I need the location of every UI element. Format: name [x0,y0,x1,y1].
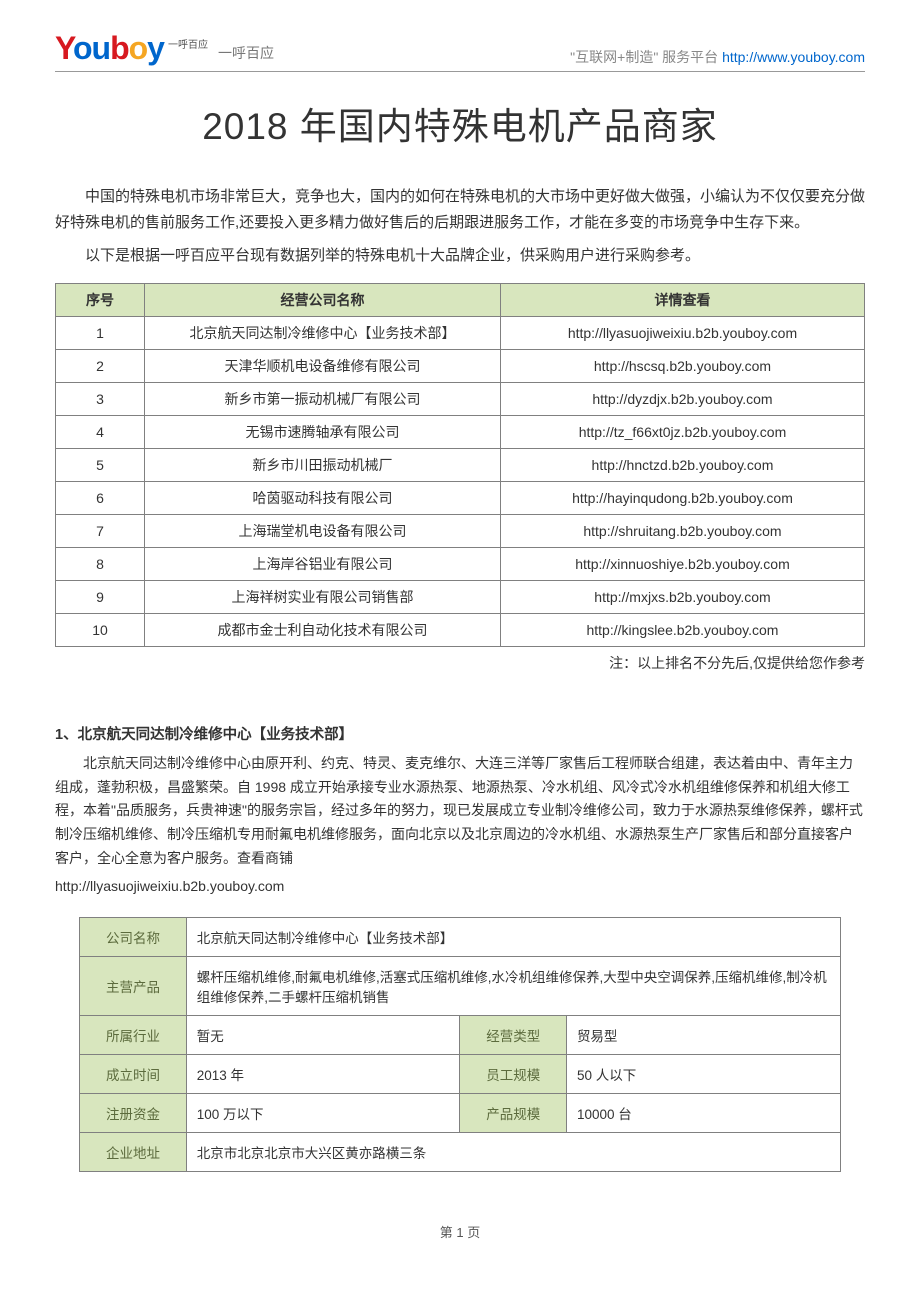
header-slogan: "互联网+制造" 服务平台 [570,49,722,65]
logo-text: Youboy [55,30,164,67]
cell-num: 9 [56,580,145,613]
col-header-name: 经营公司名称 [144,283,500,316]
cell-num: 3 [56,382,145,415]
col-header-num: 序号 [56,283,145,316]
company-1-heading: 1、北京航天同达制冷维修中心【业务技术部】 [55,723,865,744]
value-biztype: 贸易型 [566,1015,840,1054]
label-prodscale: 产品规模 [460,1093,566,1132]
label-name: 公司名称 [80,917,186,956]
logo-superscript: 一呼百应 [168,41,208,51]
cell-url[interactable]: http://hayinqudong.b2b.youboy.com [500,481,864,514]
label-founded: 成立时间 [80,1054,186,1093]
page-title: 2018 年国内特殊电机产品商家 [55,96,865,150]
table-row: 企业地址 北京市北京北京市大兴区黄亦路横三条 [80,1132,840,1171]
value-products: 螺杆压缩机维修,耐氟电机维修,活塞式压缩机维修,水冷机组维修保养,大型中央空调保… [186,956,840,1015]
logo-tagline: 一呼百应 [218,43,274,67]
intro-paragraph-1: 中国的特殊电机市场非常巨大，竞争也大，国内的如何在特殊电机的大市场中更好做大做强… [55,184,865,237]
company-1-detail-table: 公司名称 北京航天同达制冷维修中心【业务技术部】 主营产品 螺杆压缩机维修,耐氟… [79,917,840,1172]
table-row: 7上海瑞堂机电设备有限公司http://shruitang.b2b.youboy… [56,514,865,547]
table-row: 3新乡市第一振动机械厂有限公司http://dyzdjx.b2b.youboy.… [56,382,865,415]
cell-num: 1 [56,316,145,349]
header-right: "互联网+制造" 服务平台 http://www.youboy.com [570,47,865,67]
cell-name: 无锡市速腾轴承有限公司 [144,415,500,448]
cell-url[interactable]: http://hnctzd.b2b.youboy.com [500,448,864,481]
table-row: 2天津华顺机电设备维修有限公司http://hscsq.b2b.youboy.c… [56,349,865,382]
label-capital: 注册资金 [80,1093,186,1132]
ranking-table: 序号 经营公司名称 详情查看 1北京航天同达制冷维修中心【业务技术部】http:… [55,283,865,647]
table-row: 1北京航天同达制冷维修中心【业务技术部】http://llyasuojiweix… [56,316,865,349]
label-staff: 员工规模 [460,1054,566,1093]
ranking-note: 注：以上排名不分先后,仅提供给您作参考 [55,653,865,673]
cell-num: 4 [56,415,145,448]
cell-name: 哈茵驱动科技有限公司 [144,481,500,514]
table-row: 6哈茵驱动科技有限公司http://hayinqudong.b2b.youboy… [56,481,865,514]
header-url[interactable]: http://www.youboy.com [722,49,865,65]
table-row: 成立时间 2013 年 员工规模 50 人以下 [80,1054,840,1093]
table-row: 10成都市金士利自动化技术有限公司http://kingslee.b2b.you… [56,613,865,646]
cell-name: 成都市金士利自动化技术有限公司 [144,613,500,646]
table-row: 5新乡市川田振动机械厂http://hnctzd.b2b.youboy.com [56,448,865,481]
intro-paragraph-2: 以下是根据一呼百应平台现有数据列举的特殊电机十大品牌企业，供采购用户进行采购参考… [55,243,865,269]
table-header-row: 序号 经营公司名称 详情查看 [56,283,865,316]
table-row: 公司名称 北京航天同达制冷维修中心【业务技术部】 [80,917,840,956]
label-address: 企业地址 [80,1132,186,1171]
cell-name: 上海瑞堂机电设备有限公司 [144,514,500,547]
page-footer: 第 1 页 [55,1222,865,1241]
cell-name: 新乡市川田振动机械厂 [144,448,500,481]
cell-num: 6 [56,481,145,514]
table-row: 主营产品 螺杆压缩机维修,耐氟电机维修,活塞式压缩机维修,水冷机组维修保养,大型… [80,956,840,1015]
table-row: 4无锡市速腾轴承有限公司http://tz_f66xt0jz.b2b.youbo… [56,415,865,448]
cell-num: 2 [56,349,145,382]
cell-num: 10 [56,613,145,646]
cell-num: 7 [56,514,145,547]
cell-url[interactable]: http://shruitang.b2b.youboy.com [500,514,864,547]
company-1-body: 北京航天同达制冷维修中心由原开利、约克、特灵、麦克维尔、大连三洋等厂家售后工程师… [55,752,865,871]
table-row: 注册资金 100 万以下 产品规模 10000 台 [80,1093,840,1132]
value-prodscale: 10000 台 [566,1093,840,1132]
logo: Youboy 一呼百应 一呼百应 [55,30,274,67]
cell-num: 5 [56,448,145,481]
value-industry: 暂无 [186,1015,460,1054]
page-header: Youboy 一呼百应 一呼百应 "互联网+制造" 服务平台 http://www… [55,30,865,72]
label-products: 主营产品 [80,956,186,1015]
col-header-url: 详情查看 [500,283,864,316]
cell-url[interactable]: http://hscsq.b2b.youboy.com [500,349,864,382]
value-name: 北京航天同达制冷维修中心【业务技术部】 [186,917,840,956]
table-row: 8上海岸谷铝业有限公司http://xinnuoshiye.b2b.youboy… [56,547,865,580]
company-1-url[interactable]: http://llyasuojiweixiu.b2b.youboy.com [55,875,865,899]
cell-url[interactable]: http://kingslee.b2b.youboy.com [500,613,864,646]
cell-name: 新乡市第一振动机械厂有限公司 [144,382,500,415]
value-founded: 2013 年 [186,1054,460,1093]
label-biztype: 经营类型 [460,1015,566,1054]
cell-num: 8 [56,547,145,580]
cell-url[interactable]: http://xinnuoshiye.b2b.youboy.com [500,547,864,580]
value-staff: 50 人以下 [566,1054,840,1093]
table-row: 9上海祥树实业有限公司销售部http://mxjxs.b2b.youboy.co… [56,580,865,613]
label-industry: 所属行业 [80,1015,186,1054]
cell-name: 上海祥树实业有限公司销售部 [144,580,500,613]
cell-name: 天津华顺机电设备维修有限公司 [144,349,500,382]
cell-url[interactable]: http://tz_f66xt0jz.b2b.youboy.com [500,415,864,448]
cell-name: 上海岸谷铝业有限公司 [144,547,500,580]
value-address: 北京市北京北京市大兴区黄亦路横三条 [186,1132,840,1171]
value-capital: 100 万以下 [186,1093,460,1132]
table-row: 所属行业 暂无 经营类型 贸易型 [80,1015,840,1054]
cell-url[interactable]: http://mxjxs.b2b.youboy.com [500,580,864,613]
cell-url[interactable]: http://llyasuojiweixiu.b2b.youboy.com [500,316,864,349]
cell-name: 北京航天同达制冷维修中心【业务技术部】 [144,316,500,349]
cell-url[interactable]: http://dyzdjx.b2b.youboy.com [500,382,864,415]
